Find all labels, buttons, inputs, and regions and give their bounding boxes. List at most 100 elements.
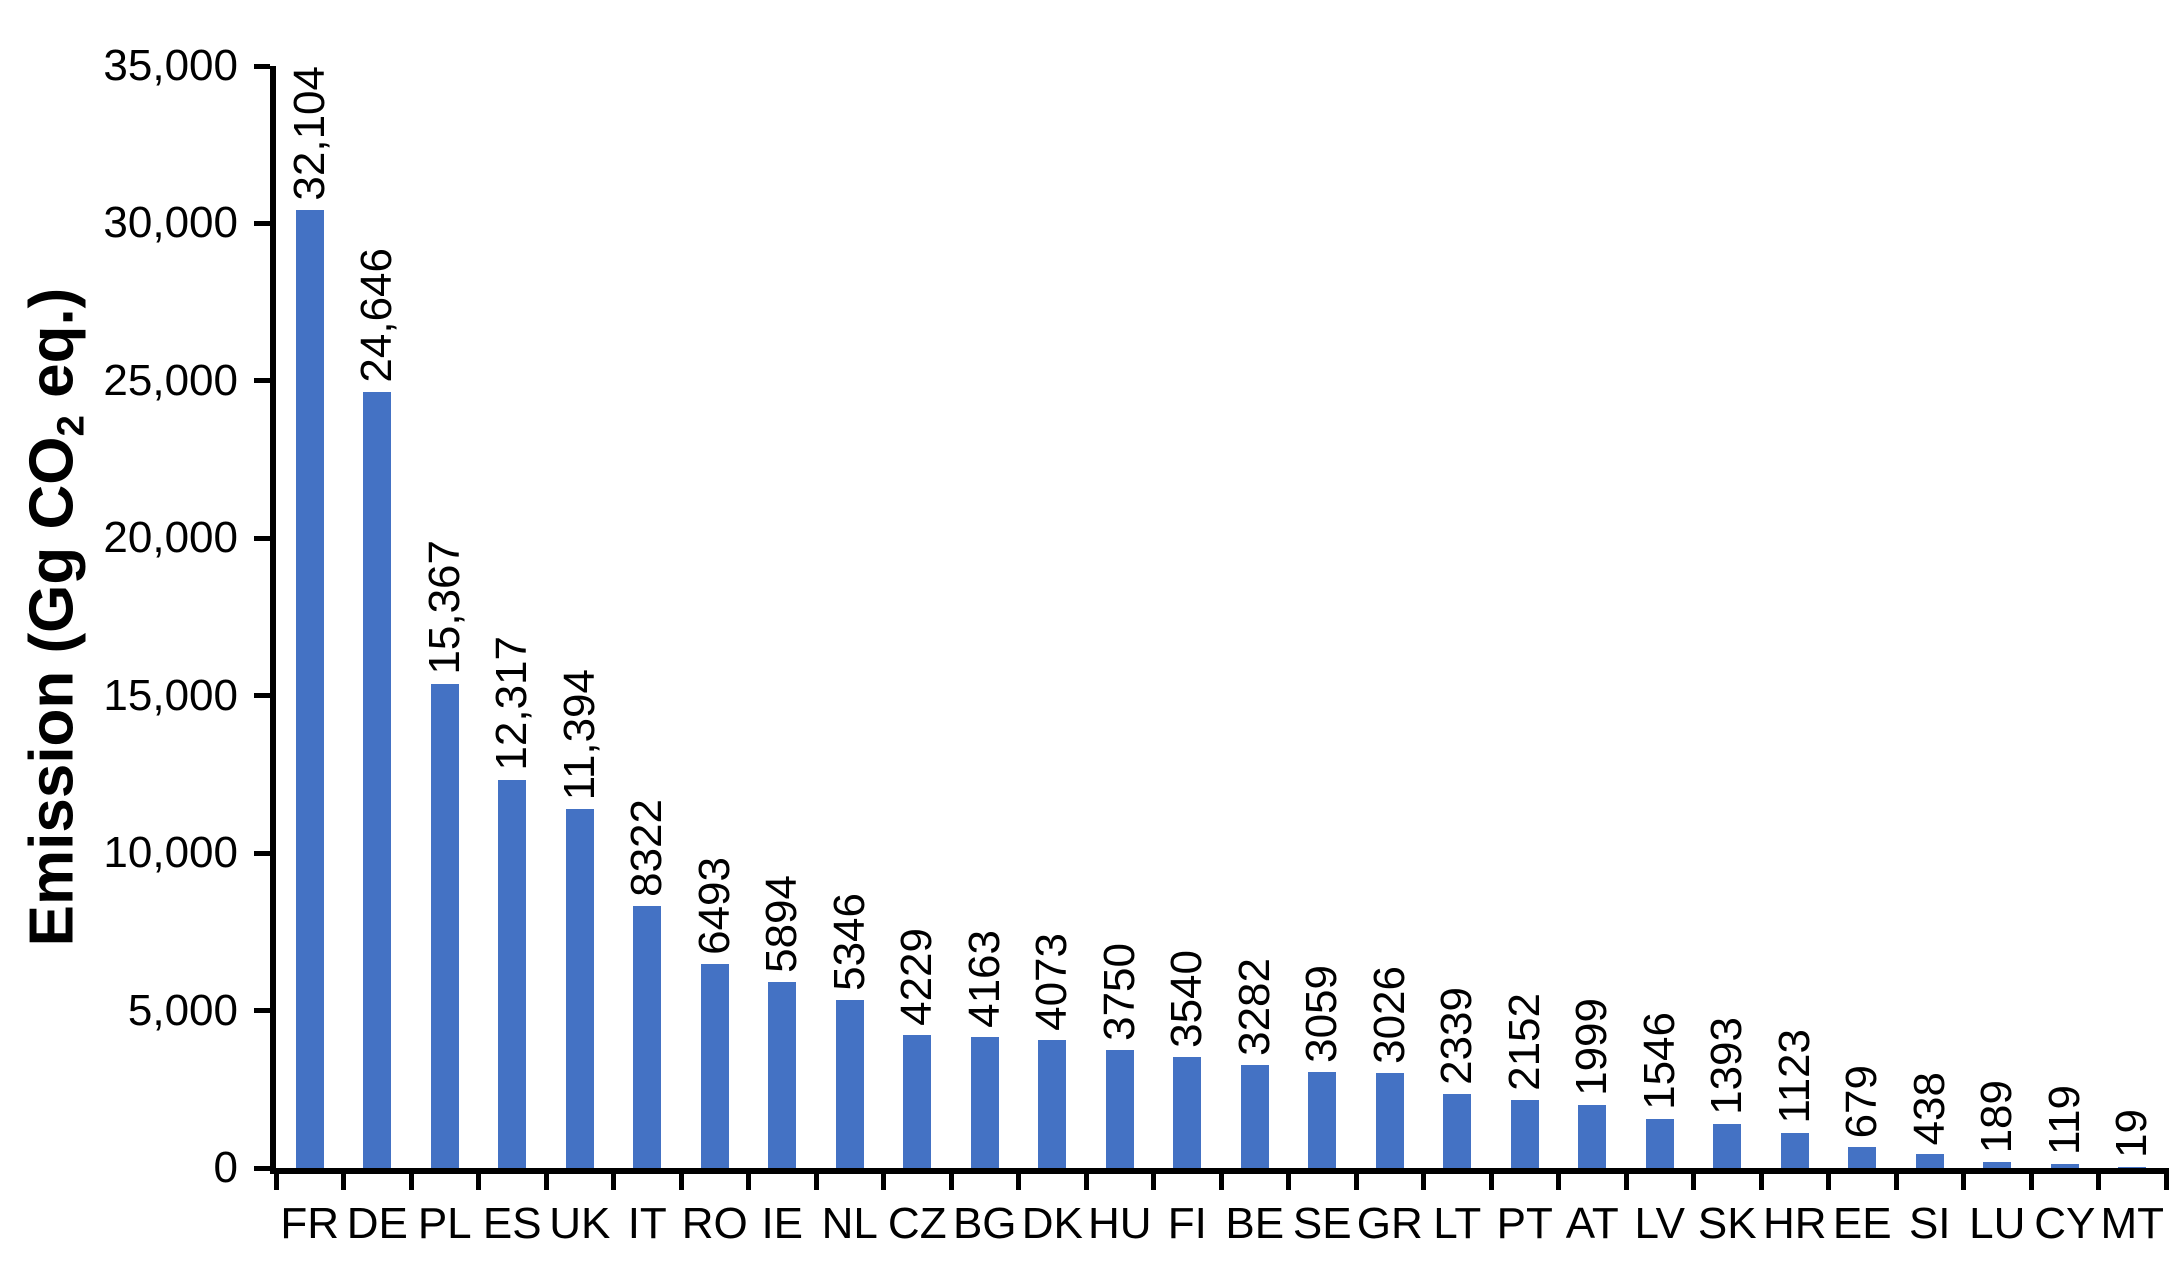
bar-slot-it: 8322 — [614, 66, 682, 1168]
x-tick-mark — [746, 1168, 751, 1190]
x-tick-mark — [2029, 1168, 2034, 1190]
bar-value-label: 2152 — [1499, 993, 1549, 1091]
x-category-label-it: IT — [627, 1199, 667, 1248]
x-category-label-bg: BG — [952, 1199, 1017, 1248]
bar-fi — [1173, 1057, 1202, 1168]
bar-value-label: 119 — [2039, 1084, 2089, 1155]
x-category-label-fi: FI — [1167, 1199, 1207, 1248]
x-tick-mark — [274, 1168, 279, 1190]
x-category-label-ro: RO — [681, 1199, 748, 1248]
bar-slot-fi: 3540 — [1154, 66, 1222, 1168]
x-category-label-cz: CZ — [887, 1199, 947, 1248]
bar-value-label: 1123 — [1769, 1029, 1819, 1124]
y-tick-label: 30,000 — [103, 198, 238, 247]
y-tick-label: 0 — [213, 1143, 238, 1192]
x-category-label-cy: CY — [2034, 1199, 2096, 1248]
bar-slot-nl: 5346 — [816, 66, 884, 1168]
bar-se — [1308, 1072, 1337, 1168]
bar-lv — [1645, 1119, 1674, 1168]
bar-hu — [1105, 1050, 1134, 1168]
bar-slot-at: 1999 — [1559, 66, 1627, 1168]
y-tick-label: 25,000 — [103, 356, 238, 405]
bar-slot-bg: 4163 — [951, 66, 1019, 1168]
x-tick-mark — [1624, 1168, 1629, 1190]
x-category-label-sk: SK — [1697, 1199, 1757, 1248]
bar-gr — [1375, 1073, 1404, 1168]
y-tick-label: 35,000 — [103, 41, 238, 90]
bar-slot-uk: 11,394 — [546, 66, 614, 1168]
y-axis-title-subscript: 2 — [49, 415, 93, 437]
y-tick-mark — [254, 536, 270, 541]
x-tick-mark — [1084, 1168, 1089, 1190]
x-category-label-dk: DK — [1021, 1199, 1083, 1248]
bar-slot-ee: 679 — [1829, 66, 1897, 1168]
bar-value-label: 24,646 — [352, 248, 402, 383]
bar-slot-gr: 3026 — [1356, 66, 1424, 1168]
x-tick-mark — [341, 1168, 346, 1190]
x-category-label-nl: NL — [821, 1199, 878, 1248]
x-tick-mark — [814, 1168, 819, 1190]
x-category-label-hu: HU — [1087, 1199, 1152, 1248]
y-tick-label: 15,000 — [103, 671, 238, 720]
x-category-label-ee: EE — [1832, 1199, 1892, 1248]
bar-value-label: 5346 — [824, 893, 874, 991]
x-category-label-se: SE — [1292, 1199, 1352, 1248]
bar-fr — [295, 209, 324, 1168]
x-tick-mark — [611, 1168, 616, 1190]
x-tick-mark — [1759, 1168, 1764, 1190]
bar-slot-fr: 32,104 — [276, 66, 344, 1168]
x-category-label-at: AT — [1565, 1199, 1619, 1248]
x-tick-mark — [881, 1168, 886, 1190]
bar-si — [1915, 1154, 1944, 1168]
bar-dk — [1038, 1040, 1067, 1168]
x-tick-mark — [1826, 1168, 1831, 1190]
x-tick-mark — [2096, 1168, 2101, 1190]
bar-lu — [1983, 1162, 2012, 1168]
bar-value-label: 1546 — [1634, 1012, 1684, 1110]
x-category-label-uk: UK — [549, 1199, 611, 1248]
bar-value-label: 11,394 — [554, 668, 604, 800]
x-category-label-ie: IE — [761, 1199, 804, 1248]
bar-slot-ie: 5894 — [749, 66, 817, 1168]
y-tick-mark — [254, 693, 270, 698]
bar-cz — [903, 1035, 932, 1168]
x-tick-mark — [1556, 1168, 1561, 1190]
bar-slot-es: 12,317 — [479, 66, 547, 1168]
x-category-label-lu: LU — [1969, 1199, 2026, 1248]
bar-slot-pl: 15,367 — [411, 66, 479, 1168]
bar-value-label: 19 — [2107, 1109, 2157, 1158]
bar-it — [633, 906, 662, 1168]
bar-bg — [970, 1037, 999, 1168]
y-tick-mark — [254, 1166, 270, 1171]
y-tick-label: 10,000 — [103, 828, 238, 877]
bar-slot-dk: 4073 — [1019, 66, 1087, 1168]
bar-slot-lv: 1546 — [1626, 66, 1694, 1168]
bar-value-label: 438 — [1904, 1071, 1954, 1145]
bar-uk — [565, 809, 594, 1168]
bar-slot-cz: 4229 — [884, 66, 952, 1168]
bar-value-label: 3282 — [1229, 958, 1279, 1056]
bar-ie — [768, 982, 797, 1168]
bar-value-label: 3059 — [1297, 965, 1347, 1063]
bar-cy — [2050, 1164, 2079, 1168]
bar-slot-se: 3059 — [1289, 66, 1357, 1168]
x-category-label-be: BE — [1225, 1199, 1285, 1248]
x-tick-mark — [1286, 1168, 1291, 1190]
x-tick-mark — [409, 1168, 414, 1190]
x-category-label-de: DE — [346, 1199, 408, 1248]
y-tick-mark — [254, 221, 270, 226]
y-tick-label: 20,000 — [103, 513, 238, 562]
bar-value-label: 2339 — [1432, 987, 1482, 1085]
x-axis-category-labels: FR DE PL ES UK IT RO IE NL CZ BG DK HU FI BE SE GR LT PT AT… — [276, 1202, 2166, 1246]
x-tick-mark — [1421, 1168, 1426, 1190]
bar-value-label: 4163 — [959, 930, 1009, 1028]
bar-value-label: 6493 — [689, 857, 739, 955]
x-tick-mark — [1489, 1168, 1494, 1190]
x-tick-mark — [949, 1168, 954, 1190]
bar-mt — [2118, 1167, 2147, 1168]
bar-nl — [835, 1000, 864, 1168]
y-tick-mark — [254, 64, 270, 69]
plot-area: 32,104 24,646 15,367 12,317 11,394 8322 6493 58… — [276, 66, 2166, 1168]
x-tick-mark — [1219, 1168, 1224, 1190]
y-tick-mark — [254, 378, 270, 383]
